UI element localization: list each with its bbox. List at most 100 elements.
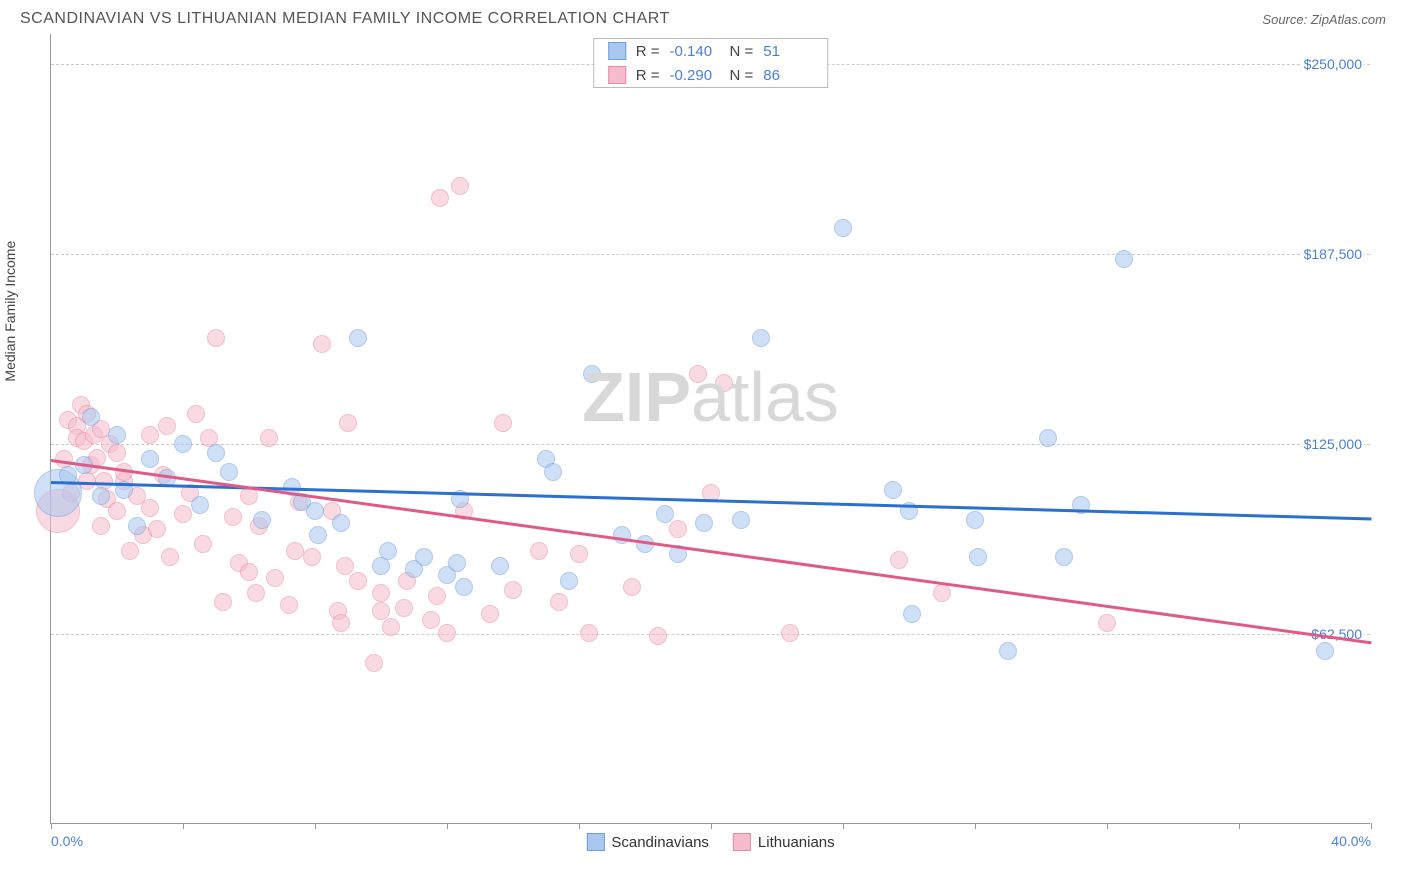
- data-point: [108, 444, 126, 462]
- data-point: [207, 329, 225, 347]
- data-point: [890, 551, 908, 569]
- legend-label-lithuanians: Lithuanians: [758, 834, 835, 851]
- data-point: [224, 508, 242, 526]
- data-point: [286, 542, 304, 560]
- data-point: [613, 526, 631, 544]
- data-point: [207, 444, 225, 462]
- data-point: [583, 365, 601, 383]
- data-point: [280, 596, 298, 614]
- data-point: [570, 545, 588, 563]
- legend-item-lithuanians: Lithuanians: [733, 833, 835, 851]
- data-point: [656, 505, 674, 523]
- data-point: [379, 542, 397, 560]
- data-point: [349, 572, 367, 590]
- data-point: [1098, 614, 1116, 632]
- data-point: [669, 520, 687, 538]
- data-point: [332, 514, 350, 532]
- data-point: [544, 463, 562, 481]
- chart-title: SCANDINAVIAN VS LITHUANIAN MEDIAN FAMILY…: [20, 10, 670, 28]
- legend-item-scandinavians: Scandinavians: [586, 833, 709, 851]
- data-point: [481, 605, 499, 623]
- data-point: [161, 548, 179, 566]
- chart-header: SCANDINAVIAN VS LITHUANIAN MEDIAN FAMILY…: [0, 0, 1406, 34]
- data-point: [580, 624, 598, 642]
- data-point: [1316, 642, 1334, 660]
- gridline: [51, 254, 1370, 255]
- data-point: [623, 578, 641, 596]
- data-point: [158, 417, 176, 435]
- data-point: [174, 505, 192, 523]
- data-point: [422, 611, 440, 629]
- x-tick: [447, 823, 448, 829]
- data-point: [253, 511, 271, 529]
- data-point: [240, 563, 258, 581]
- data-point: [689, 365, 707, 383]
- data-point: [1039, 429, 1057, 447]
- data-point: [141, 499, 159, 517]
- n-value-lithuanians: 86: [763, 67, 813, 84]
- x-tick: [1371, 823, 1372, 829]
- data-point: [382, 618, 400, 636]
- data-point: [141, 426, 159, 444]
- x-tick: [1107, 823, 1108, 829]
- data-point: [309, 526, 327, 544]
- data-point: [504, 581, 522, 599]
- x-tick: [843, 823, 844, 829]
- data-point: [349, 329, 367, 347]
- data-point: [220, 463, 238, 481]
- data-point: [1055, 548, 1073, 566]
- data-point: [92, 517, 110, 535]
- data-point: [339, 414, 357, 432]
- correlation-legend: R = -0.140 N = 51 R = -0.290 N = 86: [593, 38, 829, 88]
- data-point: [933, 584, 951, 602]
- data-point: [451, 177, 469, 195]
- y-tick-label: $125,000: [1302, 436, 1364, 452]
- x-tick-label: 40.0%: [1331, 833, 1371, 849]
- data-point: [266, 569, 284, 587]
- y-tick-label: $187,500: [1302, 246, 1364, 262]
- x-tick-label: 0.0%: [51, 833, 83, 849]
- y-tick-label: $250,000: [1302, 56, 1364, 72]
- x-tick: [315, 823, 316, 829]
- n-label: N =: [730, 43, 754, 60]
- data-point: [148, 520, 166, 538]
- data-point: [128, 517, 146, 535]
- data-point: [313, 335, 331, 353]
- data-point: [332, 614, 350, 632]
- swatch-scandinavians: [608, 42, 626, 60]
- x-tick: [51, 823, 52, 829]
- x-tick: [183, 823, 184, 829]
- y-axis-label: Median Family Income: [2, 241, 18, 382]
- scatter-plot: ZIPatlas R = -0.140 N = 51 R = -0.290 N …: [50, 34, 1370, 824]
- data-point: [431, 189, 449, 207]
- data-point: [438, 624, 456, 642]
- r-value-lithuanians: -0.290: [670, 67, 720, 84]
- data-point: [732, 511, 750, 529]
- source-label: Source:: [1262, 12, 1307, 27]
- series-legend: Scandinavians Lithuanians: [586, 833, 834, 851]
- data-point: [550, 593, 568, 611]
- data-point: [306, 502, 324, 520]
- data-point: [247, 584, 265, 602]
- data-point: [884, 481, 902, 499]
- data-point: [752, 329, 770, 347]
- data-point: [336, 557, 354, 575]
- data-point: [214, 593, 232, 611]
- data-point: [1115, 250, 1133, 268]
- data-point: [191, 496, 209, 514]
- data-point: [174, 435, 192, 453]
- watermark: ZIPatlas: [582, 357, 839, 437]
- data-point: [82, 408, 100, 426]
- legend-label-scandinavians: Scandinavians: [611, 834, 709, 851]
- swatch-scandinavians: [586, 833, 604, 851]
- data-point: [108, 502, 126, 520]
- x-tick: [711, 823, 712, 829]
- data-point: [415, 548, 433, 566]
- data-point: [428, 587, 446, 605]
- data-point: [194, 535, 212, 553]
- data-point: [494, 414, 512, 432]
- r-value-scandinavians: -0.140: [670, 43, 720, 60]
- legend-row-lithuanians: R = -0.290 N = 86: [594, 63, 828, 87]
- watermark-atlas: atlas: [691, 358, 839, 436]
- gridline: [51, 444, 1370, 445]
